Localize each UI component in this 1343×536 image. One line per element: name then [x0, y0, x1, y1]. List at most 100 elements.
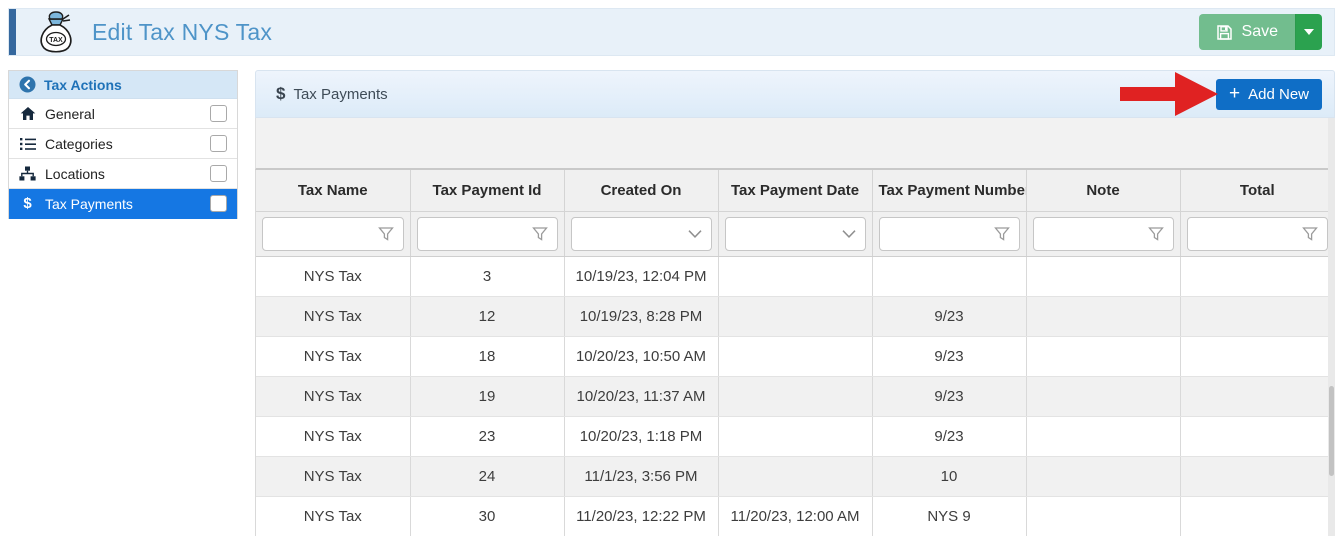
sidebar-item-tax-payments[interactable]: $ Tax Payments	[9, 189, 237, 219]
table-cell: 10/20/23, 11:37 AM	[564, 376, 719, 417]
table-cell: 9/23	[872, 376, 1027, 417]
grid-wrap: Tax Name Tax Payment Id Created On Tax Paym…	[255, 170, 1335, 536]
panel-header: $ Tax Payments + Add New	[255, 70, 1335, 118]
sidebar-item-general[interactable]: General	[9, 99, 237, 129]
list-icon	[19, 137, 36, 151]
dropdown-chevron-icon[interactable]	[841, 229, 856, 238]
sidebar-checkbox-categories[interactable]	[210, 135, 227, 152]
table-cell	[1026, 296, 1181, 337]
filter-cell-created-on	[564, 211, 719, 257]
table-cell	[1026, 336, 1181, 377]
table-cell	[718, 296, 873, 337]
caret-down-icon	[1304, 29, 1314, 35]
table-cell: NYS Tax	[256, 416, 411, 457]
sidebar-checkbox-general[interactable]	[210, 105, 227, 122]
table-cell	[1026, 416, 1181, 457]
filter-cell-note	[1026, 211, 1181, 257]
table-cell	[1026, 456, 1181, 497]
scrollbar-thumb[interactable]	[1329, 386, 1334, 476]
column-header-tax-payment-date[interactable]: Tax Payment Date	[718, 170, 873, 212]
save-label: Save	[1241, 23, 1278, 40]
table-cell	[718, 336, 873, 377]
column-header-tax-payment-id[interactable]: Tax Payment Id	[410, 170, 565, 212]
page-title: Edit Tax NYS Tax	[92, 18, 273, 45]
funnel-filter-icon[interactable]	[531, 226, 548, 242]
filter-input-tax-payment-date[interactable]	[724, 216, 866, 251]
funnel-filter-icon[interactable]	[1147, 226, 1164, 242]
home-icon	[19, 106, 36, 121]
column-header-label: Tax Payment Number	[878, 181, 1026, 199]
table-cell: 11/20/23, 12:22 PM	[564, 496, 719, 536]
filter-cell-tax-name	[256, 211, 411, 257]
content-layout: Tax Actions General Categories	[8, 70, 1335, 536]
column-header-tax-payment-number[interactable]: Tax Payment Number	[872, 170, 1027, 212]
add-new-label: Add New	[1248, 85, 1309, 103]
table-cell	[1180, 336, 1334, 377]
table-cell	[718, 376, 873, 417]
sidebar: Tax Actions General Categories	[8, 70, 238, 219]
save-dropdown-toggle[interactable]	[1295, 14, 1322, 50]
plus-icon: +	[1229, 82, 1241, 104]
column-header-created-on[interactable]: Created On	[564, 170, 719, 212]
filter-input-tax-name[interactable]	[262, 216, 404, 251]
table-cell	[718, 416, 873, 457]
sidebar-title: Tax Actions	[44, 76, 122, 93]
dropdown-chevron-icon[interactable]	[687, 229, 702, 238]
panel-actions: + Add New	[1120, 67, 1322, 121]
table-cell	[1180, 416, 1334, 457]
filter-input-tax-payment-id[interactable]	[416, 216, 558, 251]
table-cell	[1026, 496, 1181, 536]
filter-input-created-on[interactable]	[570, 216, 712, 251]
header-accent-bar	[9, 9, 16, 55]
main-panel: $ Tax Payments + Add New Tax Name Tax Pay	[255, 70, 1335, 536]
column-header-note[interactable]: Note	[1026, 170, 1181, 212]
filter-cell-tax-payment-date	[718, 211, 873, 257]
funnel-filter-icon[interactable]	[1302, 226, 1318, 242]
vertical-scrollbar[interactable]	[1328, 118, 1335, 536]
sidebar-item-categories[interactable]: Categories	[9, 129, 237, 159]
circle-arrow-left-icon[interactable]	[19, 76, 36, 93]
table-cell	[1180, 256, 1334, 297]
table-cell: NYS 9	[872, 496, 1027, 536]
sidebar-checkbox-tax-payments[interactable]	[210, 195, 227, 212]
save-button[interactable]: Save	[1198, 14, 1295, 50]
funnel-filter-icon[interactable]	[377, 226, 394, 242]
panel-title: Tax Payments	[293, 85, 388, 103]
tax-money-bag-icon: TAX	[40, 11, 72, 53]
column-header-label: Tax Payment Id	[432, 181, 542, 199]
table-cell: NYS Tax	[256, 256, 411, 297]
table-cell	[718, 456, 873, 497]
table-cell: 30	[410, 496, 565, 536]
table-row[interactable]: NYS Tax 30 11/20/23, 12:22 PM 11/20/23, 12:…	[256, 496, 1334, 536]
table-row[interactable]: NYS Tax 3 10/19/23, 12:04 PM	[256, 256, 1334, 297]
column-header-total[interactable]: Total	[1180, 170, 1334, 212]
table-row[interactable]: NYS Tax 19 10/20/23, 11:37 AM 9/23	[256, 376, 1334, 417]
table-row[interactable]: NYS Tax 24 11/1/23, 3:56 PM 10	[256, 456, 1334, 497]
sidebar-checkbox-locations[interactable]	[210, 165, 227, 182]
table-cell: NYS Tax	[256, 496, 411, 536]
column-header-tax-name[interactable]: Tax Name	[256, 170, 411, 212]
add-new-button[interactable]: + Add New	[1216, 78, 1322, 110]
dollar-icon: $	[23, 195, 32, 212]
table-row[interactable]: NYS Tax 12 10/19/23, 8:28 PM 9/23	[256, 296, 1334, 337]
filter-row	[256, 211, 1334, 257]
table-row[interactable]: NYS Tax 18 10/20/23, 10:50 AM 9/23	[256, 336, 1334, 377]
table-cell	[872, 256, 1027, 297]
header-row: Tax Name Tax Payment Id Created On Tax Paym…	[256, 170, 1334, 212]
sidebar-item-locations[interactable]: Locations	[9, 159, 237, 189]
tax-payments-table: Tax Name Tax Payment Id Created On Tax Paym…	[256, 170, 1334, 536]
table-row[interactable]: NYS Tax 23 10/20/23, 1:18 PM 9/23	[256, 416, 1334, 457]
funnel-filter-icon[interactable]	[993, 226, 1010, 242]
filter-cell-tax-payment-id	[410, 211, 565, 257]
table-head: Tax Name Tax Payment Id Created On Tax Paym…	[256, 170, 1334, 257]
sidebar-item-label: General	[45, 105, 95, 122]
column-header-label: Note	[1086, 181, 1120, 199]
filter-input-tax-payment-number[interactable]	[878, 216, 1020, 251]
table-cell	[1180, 456, 1334, 497]
filter-input-note[interactable]	[1032, 216, 1174, 251]
table-cell: 18	[410, 336, 565, 377]
grid-toolbar-strip	[255, 118, 1335, 170]
filter-input-total[interactable]	[1186, 216, 1328, 251]
sidebar-item-label: Categories	[45, 135, 113, 152]
